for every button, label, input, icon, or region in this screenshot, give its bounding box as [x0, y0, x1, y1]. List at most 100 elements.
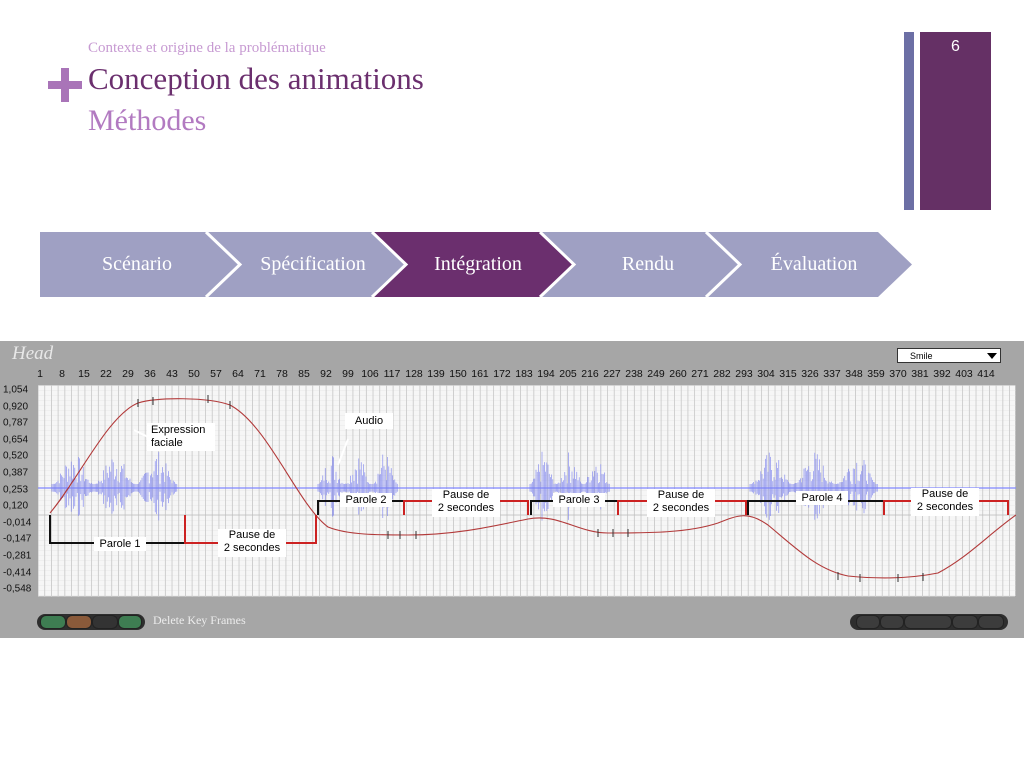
frame-label: 106 — [361, 368, 379, 380]
y-axis: 1,054 0,920 0,787 0,654 0,520 0,387 0,253 0,120… — [0, 385, 38, 597]
plus-icon — [48, 68, 82, 102]
waveform-toggle[interactable] — [904, 615, 952, 629]
page-number-panel — [920, 32, 991, 210]
label-pause-3: Pause de 2 secondes — [647, 489, 715, 517]
frame-label: 99 — [342, 368, 354, 380]
audio-waveform — [51, 451, 878, 521]
frame-label: 57 — [210, 368, 222, 380]
curve-plot[interactable] — [38, 385, 1016, 597]
frame-label: 414 — [977, 368, 995, 380]
y-axis-label: 0,387 — [3, 467, 29, 479]
frame-label: 348 — [845, 368, 863, 380]
frame-label: 128 — [405, 368, 423, 380]
frame-label: 249 — [647, 368, 665, 380]
frame-label: 194 — [537, 368, 555, 380]
curve-smooth-button[interactable] — [40, 615, 66, 629]
frame-label: 117 — [383, 368, 401, 380]
frame-label: 260 — [669, 368, 687, 380]
expression-select[interactable]: Smile — [897, 348, 1001, 363]
frame-label: 183 — [515, 368, 533, 380]
y-axis-label: 0,920 — [3, 401, 29, 413]
y-axis-label: 0,520 — [3, 450, 29, 462]
frame-ruler: 1 8 15 22 29 36 43 50 57 64 71 78 85 92 99 106 117 128 139… — [0, 368, 1024, 382]
frame-label: 271 — [691, 368, 709, 380]
step-evaluation-shape — [706, 232, 912, 297]
play-icon[interactable] — [880, 615, 904, 629]
frame-label: 139 — [427, 368, 445, 380]
y-axis-label: 0,120 — [3, 500, 29, 512]
zoom-in-icon[interactable] — [952, 615, 978, 629]
y-axis-label: 0,654 — [3, 434, 29, 446]
frame-label: 216 — [581, 368, 599, 380]
frame-label: 282 — [713, 368, 731, 380]
prev-icon[interactable] — [856, 615, 880, 629]
frame-label: 315 — [779, 368, 797, 380]
step-specification-shape — [206, 232, 406, 297]
frame-label: 29 — [122, 368, 134, 380]
label-parole-4: Parole 4 — [796, 491, 848, 505]
step-specification: Spécification — [260, 253, 366, 275]
slide-subtitle: Méthodes — [88, 104, 207, 137]
frame-label: 205 — [559, 368, 577, 380]
y-axis-label: -0,147 — [3, 533, 32, 545]
y-axis-label: -0,548 — [3, 583, 32, 595]
frame-label: 370 — [889, 368, 907, 380]
step-integration-shape — [372, 232, 574, 297]
frame-label: 227 — [603, 368, 621, 380]
annotation-expression: Expression faciale — [147, 423, 215, 451]
frame-label: 381 — [911, 368, 929, 380]
curve-step-button[interactable] — [118, 615, 142, 629]
frame-label: 8 — [59, 368, 65, 380]
frame-label: 238 — [625, 368, 643, 380]
frame-label: 337 — [823, 368, 841, 380]
label-parole-3: Parole 3 — [553, 493, 605, 507]
track-name: Head — [12, 343, 54, 364]
frame-label: 1 — [37, 368, 43, 380]
frame-label: 92 — [320, 368, 332, 380]
chevron-down-icon — [987, 353, 997, 359]
y-axis-label: -0,014 — [3, 517, 32, 529]
curve-linear-button[interactable] — [66, 615, 92, 629]
frame-label: 150 — [449, 368, 467, 380]
step-evaluation: Évaluation — [770, 253, 858, 275]
slide-title: Conception des animations — [88, 61, 424, 96]
label-pause-2: Pause de 2 secondes — [432, 489, 500, 517]
y-axis-label: -0,414 — [3, 567, 32, 579]
animation-editor: Head Smile 1 8 15 22 29 36 43 50 57 64 71 78 85 92 99 1… — [0, 341, 1024, 638]
curve-flat-button[interactable] — [92, 615, 118, 629]
decorative-bar — [904, 32, 914, 210]
y-axis-label: 0,253 — [3, 484, 29, 496]
delete-key-frames-button[interactable]: Delete Key Frames — [153, 613, 246, 627]
page-number: 6 — [951, 38, 960, 55]
label-parole-2: Parole 2 — [340, 493, 392, 507]
frame-label: 85 — [298, 368, 310, 380]
step-scenario-shape — [40, 232, 240, 297]
step-integration: Intégration — [434, 253, 522, 275]
frame-label: 293 — [735, 368, 753, 380]
label-pause-4: Pause de 2 secondes — [911, 488, 979, 516]
frame-label: 78 — [276, 368, 288, 380]
frame-label: 161 — [471, 368, 489, 380]
frame-label: 403 — [955, 368, 973, 380]
frame-label: 359 — [867, 368, 885, 380]
frame-label: 36 — [144, 368, 156, 380]
y-axis-label: 1,054 — [3, 384, 29, 396]
frame-label: 326 — [801, 368, 819, 380]
label-parole-1: Parole 1 — [94, 537, 146, 551]
zoom-out-icon[interactable] — [978, 615, 1004, 629]
frame-label: 304 — [757, 368, 775, 380]
frame-label: 172 — [493, 368, 511, 380]
frame-label: 50 — [188, 368, 200, 380]
frame-label: 15 — [78, 368, 90, 380]
label-pause-1: Pause de 2 secondes — [218, 529, 286, 557]
expression-curve[interactable] — [49, 398, 1016, 579]
frame-label: 71 — [254, 368, 266, 380]
step-scenario: Scénario — [102, 253, 172, 275]
editor-toolbar: Delete Key Frames — [0, 609, 1024, 638]
step-rendu: Rendu — [621, 253, 675, 275]
context-heading: Contexte et origine de la problématique — [88, 40, 326, 56]
frame-label: 22 — [100, 368, 112, 380]
y-axis-label: 0,787 — [3, 417, 29, 429]
y-axis-label: -0,281 — [3, 550, 32, 562]
